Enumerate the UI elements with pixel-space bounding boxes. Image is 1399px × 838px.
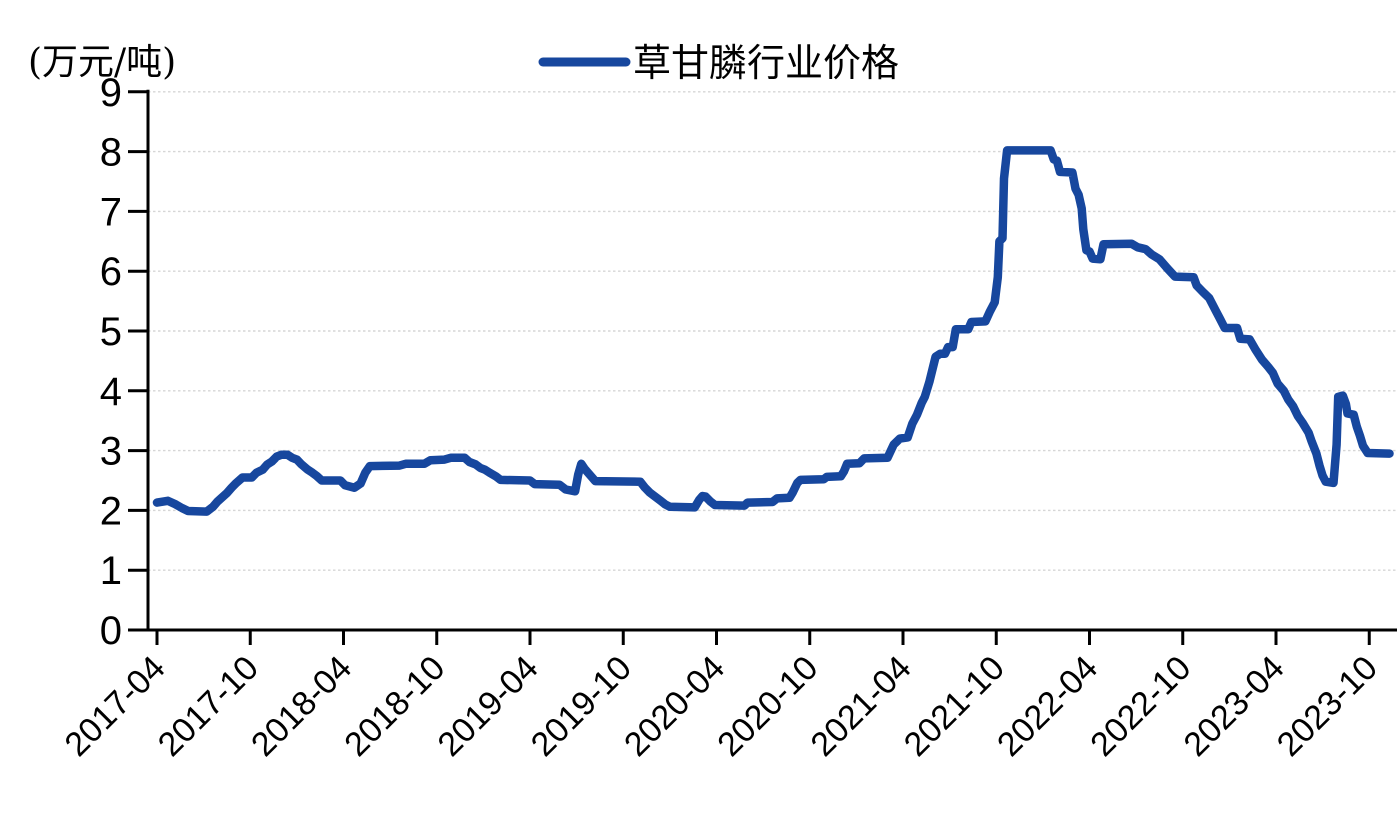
- x-tick-label: 2018-04: [244, 649, 359, 764]
- x-tick-label: 2021-04: [804, 649, 919, 764]
- x-tick-label: 2017-10: [151, 649, 266, 764]
- y-tick-label: 0: [100, 609, 122, 653]
- y-tick-label: 2: [100, 489, 122, 533]
- x-tick-label: 2023-04: [1177, 649, 1292, 764]
- axes: [128, 89, 1397, 645]
- price-series-line: [152, 146, 1394, 516]
- legend-series-label: 草甘膦行业价格: [633, 41, 899, 85]
- x-tick-label: 2019-10: [524, 649, 639, 764]
- x-tick-label: 2019-04: [431, 649, 546, 764]
- x-tick-label: 2023-10: [1270, 649, 1385, 764]
- y-tick-label: 4: [100, 370, 122, 414]
- legend: 草甘膦行业价格: [538, 41, 899, 85]
- y-tick-label: 1: [100, 549, 122, 593]
- y-tick-label: 5: [100, 310, 122, 354]
- y-tick-label: 3: [100, 430, 122, 474]
- axis-labels: 01234567892017-042017-102018-042018-1020…: [58, 71, 1385, 764]
- y-tick-label: 8: [100, 131, 122, 175]
- x-tick-label: 2020-10: [710, 649, 825, 764]
- gridlines: [148, 91, 1396, 571]
- y-tick-label: 6: [100, 250, 122, 294]
- y-tick-label: 7: [100, 190, 122, 234]
- series-lines: [152, 146, 1394, 516]
- x-tick-label: 2022-04: [990, 649, 1105, 764]
- x-tick-label: 2020-04: [617, 649, 732, 764]
- x-tick-label: 2017-04: [58, 649, 173, 764]
- y-tick-label: 9: [100, 71, 122, 115]
- y-axis-unit-label: (万元/吨): [28, 42, 176, 83]
- x-tick-label: 2021-10: [897, 649, 1012, 764]
- x-tick-label: 2022-10: [1083, 649, 1198, 764]
- x-tick-label: 2018-10: [337, 649, 452, 764]
